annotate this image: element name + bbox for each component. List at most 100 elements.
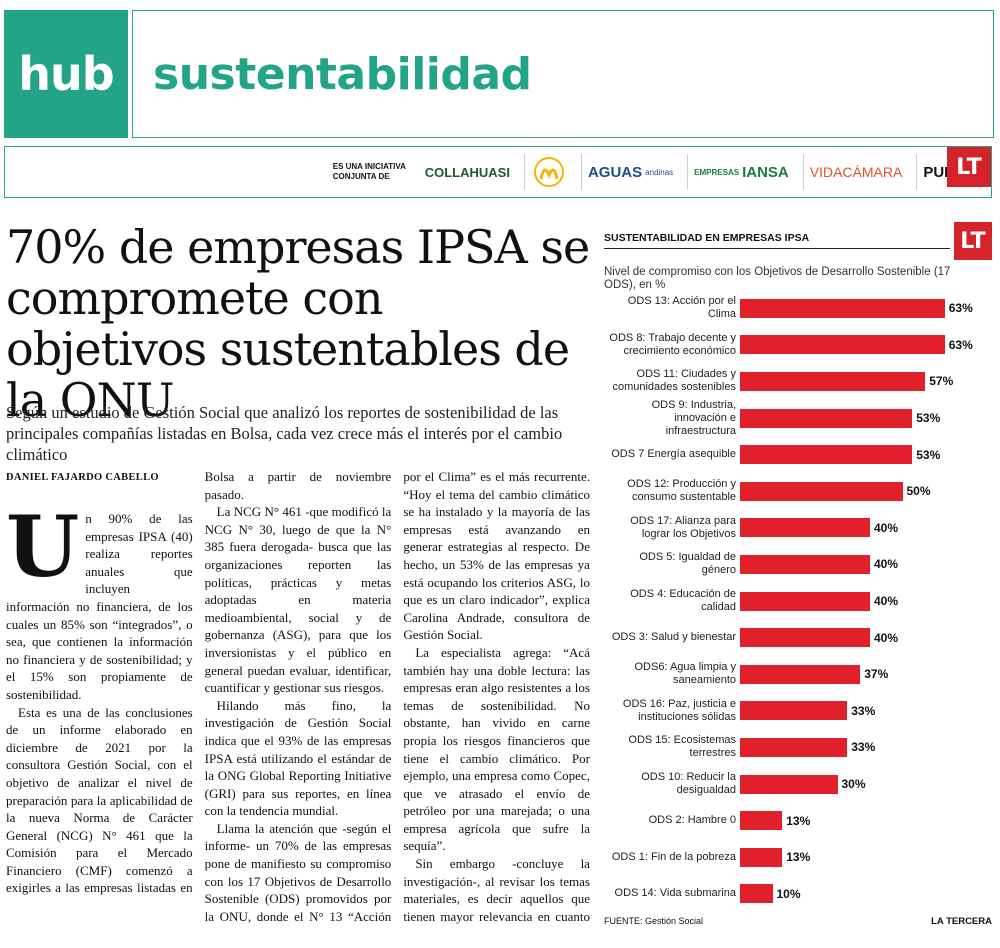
category-label: ODS 14: Vida submarina [614,887,736,900]
value-label: 40% [874,594,899,609]
brand-box: hub [4,10,128,138]
bar [740,628,870,648]
sponsor-intro: ES UNA INICIATIVA CONJUNTA DE [332,162,406,181]
headline: 70% de empresas IPSA se compromete con o… [6,220,590,427]
paragraph-text: Esta es una de las conclusiones de un in… [6,469,392,896]
value-label: 53% [916,447,941,462]
category-label: ODS 13: Acción por el Clima [627,295,736,321]
bar-row: ODS 7 Energía asequible 53% [604,436,992,473]
value-label: 53% [916,411,941,426]
publisher: LA TERCERA [931,916,992,927]
logo: VIDACÁMARA [802,154,909,190]
logo: LTPULSO [916,147,991,190]
brand: hub [18,47,114,101]
paragraph: Llama la atención que -según el informe-… [205,468,590,930]
bar-row: ODS 13: Acción por el Clima 63% [604,290,992,327]
paragraph-text: La especialista agrega: “Acá también hay… [403,644,590,854]
bar [740,481,903,501]
category-label: ODS 7 Energía asequible [611,448,736,461]
section-box: sustentabilidad [132,10,994,138]
paragraph: Esta es una de las conclusiones de un in… [6,468,391,930]
value-label: 50% [906,484,931,499]
bar-row: ODS 10: Reducir la desigualdad 30% [604,766,992,803]
category-label: ODS 15: Ecosistemas terrestres [628,734,736,760]
bar [740,335,945,355]
bar [740,737,848,757]
bar-row: ODS 5: Igualdad de género 40% [604,546,992,583]
bar-row: ODS 1: Fin de la pobreza 13% [604,839,992,876]
bar [740,701,848,721]
paragraph-text: La NCG N° 461 -que modificó la NCG N° 30… [204,504,392,696]
chart-title: SUSTENTABILIDAD EN EMPRESAS IPSA [604,232,810,244]
chart-subtitle: Nivel de compromiso con los Objetivos de… [604,266,951,291]
paragraph-text: Hilando más fino, la investigación de Ge… [204,697,392,819]
category-label: ODS 10: Reducir la desigualdad [641,771,736,797]
category-label: ODS 12: Producción y consumo sustentable [627,478,736,504]
value-label: 40% [874,520,899,535]
badge: LT [954,222,992,260]
bar [740,591,870,611]
value-label: 40% [874,557,899,572]
paragraph: La especialista agrega: “Acá también hay… [403,644,590,855]
paragraph-text: Llama la atención que -según el informe-… [204,469,590,924]
bar-row: ODS 11: Ciudades y comunidades sostenibl… [604,363,992,400]
bar-row: ODS 2: Hambre 0 13% [604,802,992,839]
value-label: 63% [948,337,973,352]
paragraph: La NCG N° 461 -que modificó la NCG N° 30… [205,503,392,697]
bar [740,371,926,391]
chart-footer: FUENTE: Gestión Social LA TERCERA [604,916,992,927]
value-label: 13% [786,813,811,828]
bar [740,298,945,318]
paragraph: Hilando más fino, la investigación de Ge… [205,697,392,820]
rule [604,248,950,249]
value-label: 30% [841,777,866,792]
bar-row: ODS 8: Trabajo decente y crecimiento eco… [604,327,992,364]
paragraph: Sin embargo -concluye la investigación-,… [403,468,590,930]
logo-text: IANSA [742,163,789,181]
bar-row: ODS 14: Vida submarina 10% [604,876,992,913]
bar-row: ODS 17: Alianza para lograr los Objetivo… [604,510,992,547]
category-label: ODS 4: Educación de calidad [630,588,736,614]
logo-text: andinas [645,167,674,177]
logo-icon [533,157,564,187]
category-label: ODS 9: Industria, innovación e infraestr… [651,398,736,437]
logo-text: EMPRESAS [694,167,740,177]
logo-text: VIDACÁMARA [809,164,903,180]
drop-cap: U [6,497,80,596]
value-label: 40% [874,630,899,645]
logo-text: COLLAHUASI [424,164,510,180]
logo-text: AGUAS [587,163,643,181]
bar-row: ODS 9: Industria, innovación e infraestr… [604,398,992,437]
category-label: ODS 16: Paz, justicia e instituciones só… [622,697,736,723]
logo: COLLAHUASI [419,154,516,190]
logo: EMPRESAS IANSA [687,154,795,190]
value-label: 37% [864,667,889,682]
bar [740,884,773,904]
chart: SUSTENTABILIDAD EN EMPRESAS IPSA LT Nive… [604,222,992,940]
category-label: ODS6: Agua limpia y saneamiento [634,661,737,687]
category-label: ODS 8: Trabajo decente y crecimiento eco… [609,331,736,357]
category-label: ODS 3: Salud y bienestar [611,631,736,644]
paragraph-text: Sin embargo -concluye la investigación-,… [403,856,590,924]
byline: DANIEL FAJARDO CABELLO [6,472,159,483]
bar [740,847,783,867]
section-title: sustentabilidad [153,48,532,100]
bar [740,518,870,538]
bar-row: ODS 15: Ecosistemas terrestres 33% [604,729,992,766]
value-label: 63% [948,301,973,316]
sponsor-bar: ES UNA INICIATIVA CONJUNTA DE COLLAHUASI… [4,146,992,198]
category-label: ODS 1: Fin de la pobreza [611,850,736,863]
bar [740,445,913,465]
logo-text: LT [947,147,991,187]
bar [740,408,913,428]
bar-row: ODS 4: Educación de calidad 40% [604,583,992,620]
bar-row: ODS6: Agua limpia y saneamiento 37% [604,656,992,693]
value-label: 13% [786,850,811,865]
value-label: 33% [851,703,876,718]
bar [740,664,861,684]
logo: AGUAS andinas [580,154,679,190]
bar-row: ODS 3: Salud y bienestar 40% [604,619,992,656]
logo [523,154,573,190]
